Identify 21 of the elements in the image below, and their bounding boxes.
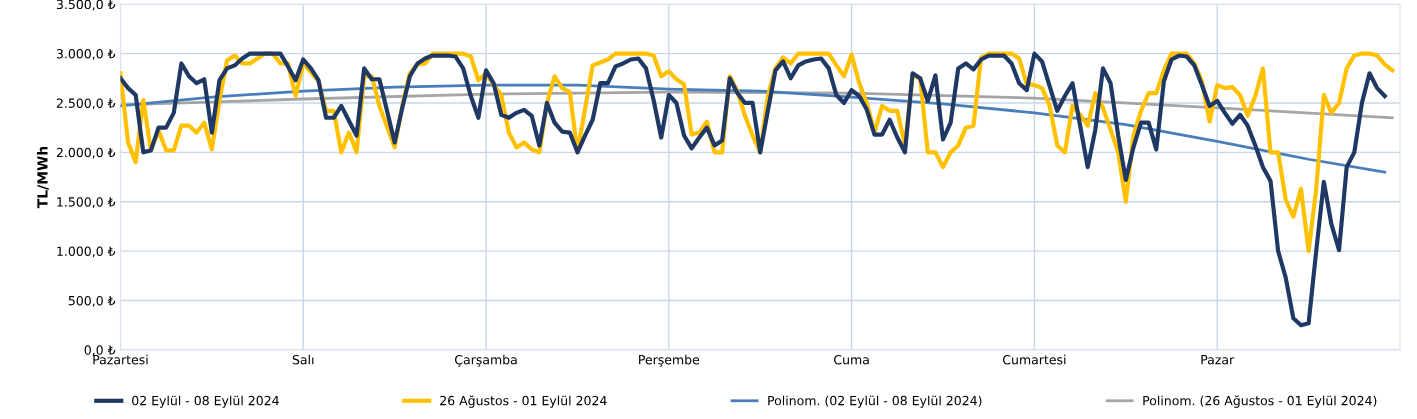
y-axis-title: TL/MWh	[36, 146, 49, 209]
line-series	[120, 51, 1387, 328]
x-tick-label: Cuma	[834, 354, 869, 365]
x-tick-label: Pazar	[1201, 355, 1235, 365]
legend-label: 02 Eylül - 08 Eylül 2024	[132, 395, 279, 408]
y-tick-label: 3.500,0 ₺	[56, 0, 116, 11]
y-tick-label: 1.500,0 ₺	[57, 197, 116, 208]
y-tick-label: 1.000,0 ₺	[57, 246, 116, 258]
legend-label: 26 Ağustos - 01 Eylül 2024	[440, 395, 607, 408]
y-tick-label: 2.000,0 ₺	[56, 147, 116, 159]
x-tick-label: Salı	[292, 354, 314, 365]
x-tick-label: Perşembe	[639, 354, 700, 367]
legend-label: Polinom. (02 Eylül - 08 Eylül 2024)	[768, 395, 982, 408]
x-tick-label: Cumartesi	[1003, 354, 1066, 365]
y-tick-label: 500,0 ₺	[68, 295, 116, 307]
y-tick-label: 2.500,0 ₺	[56, 98, 116, 110]
y-tick-label: 3.000,0 ₺	[56, 49, 116, 60]
y-tick-label: 0,0 ₺	[84, 345, 116, 357]
legend-label: Polinom. (26 Ağustos - 01 Eylül 2024)	[1143, 395, 1377, 408]
x-tick-label: Pazartesi	[93, 354, 148, 365]
x-tick-label: Çarşamba	[455, 354, 517, 367]
